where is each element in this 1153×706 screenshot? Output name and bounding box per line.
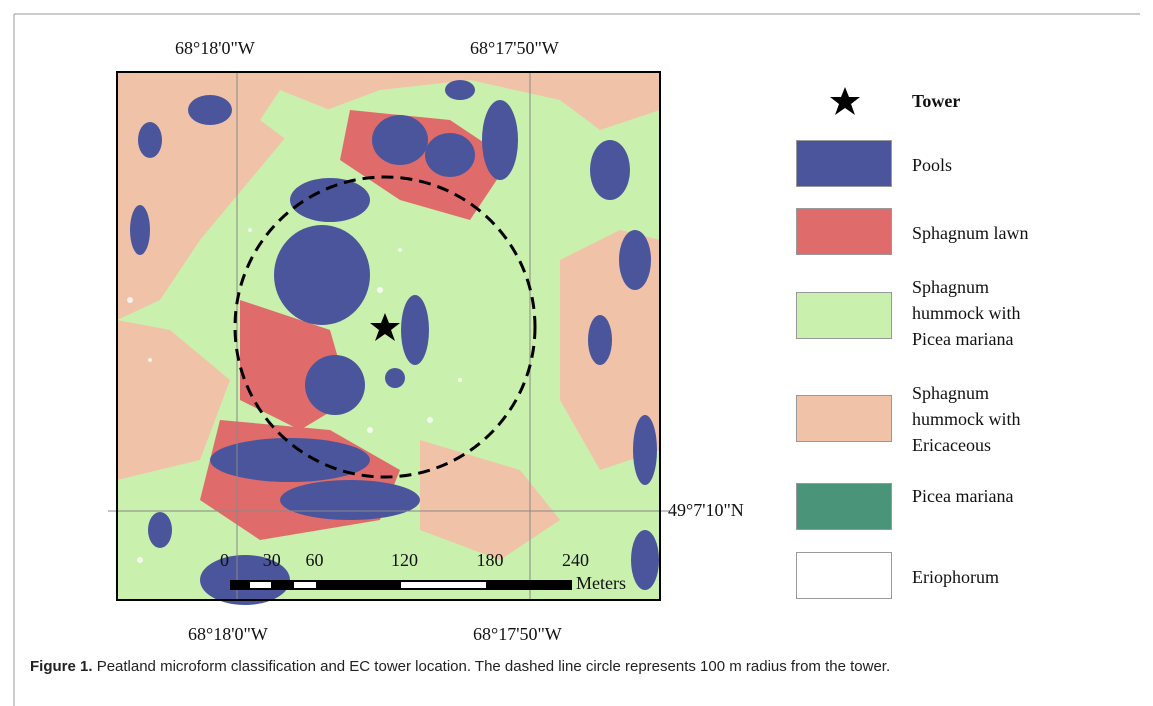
legend-swatch xyxy=(796,483,892,530)
legend-label: Sphagnum hummock with Picea mariana xyxy=(912,277,1021,349)
legend-swatch xyxy=(796,552,892,599)
scale-bar xyxy=(230,580,572,590)
map-image xyxy=(117,72,660,605)
legend-label: Tower xyxy=(912,91,961,111)
caption-label: Figure 1. xyxy=(30,658,93,675)
scale-tick-label: 30 xyxy=(262,550,281,570)
scale-tick-label: 120 xyxy=(391,550,418,570)
radius-circle xyxy=(233,175,537,479)
legend-swatch xyxy=(796,292,892,339)
legend-label: Eriophorum xyxy=(912,567,999,587)
scale-tick-label: 60 xyxy=(305,550,324,570)
legend-label: Sphagnum lawn xyxy=(912,223,1029,243)
caption-text: Peatland microform classification and EC… xyxy=(96,658,891,675)
scale-tick-label: 180 xyxy=(476,550,504,570)
legend-label: Sphagnum hummock with Ericaceous xyxy=(912,383,1021,455)
map-border xyxy=(116,71,661,601)
legend-star xyxy=(830,87,860,115)
legend-swatch xyxy=(796,140,892,187)
lon-label: 68°17'50"W xyxy=(470,38,559,58)
lat-label: 49°7'10"N xyxy=(668,500,744,520)
scale-tick-label: 0 xyxy=(220,550,229,570)
lon-label: 68°17'50"W xyxy=(473,624,562,644)
legend-swatch xyxy=(796,208,892,255)
lon-label: 68°18'0"W xyxy=(175,38,255,58)
caption: Figure 1. Peatland microform classificat… xyxy=(30,658,890,675)
lon-label: 68°18'0"W xyxy=(188,624,268,644)
legend-label: Pools xyxy=(912,155,953,175)
legend-label: Picea mariana xyxy=(912,486,1014,506)
tower-star xyxy=(370,313,400,341)
legend-swatch xyxy=(796,395,892,442)
scale-unit: Meters xyxy=(576,573,626,593)
scale-tick-label: 240 xyxy=(562,550,589,570)
